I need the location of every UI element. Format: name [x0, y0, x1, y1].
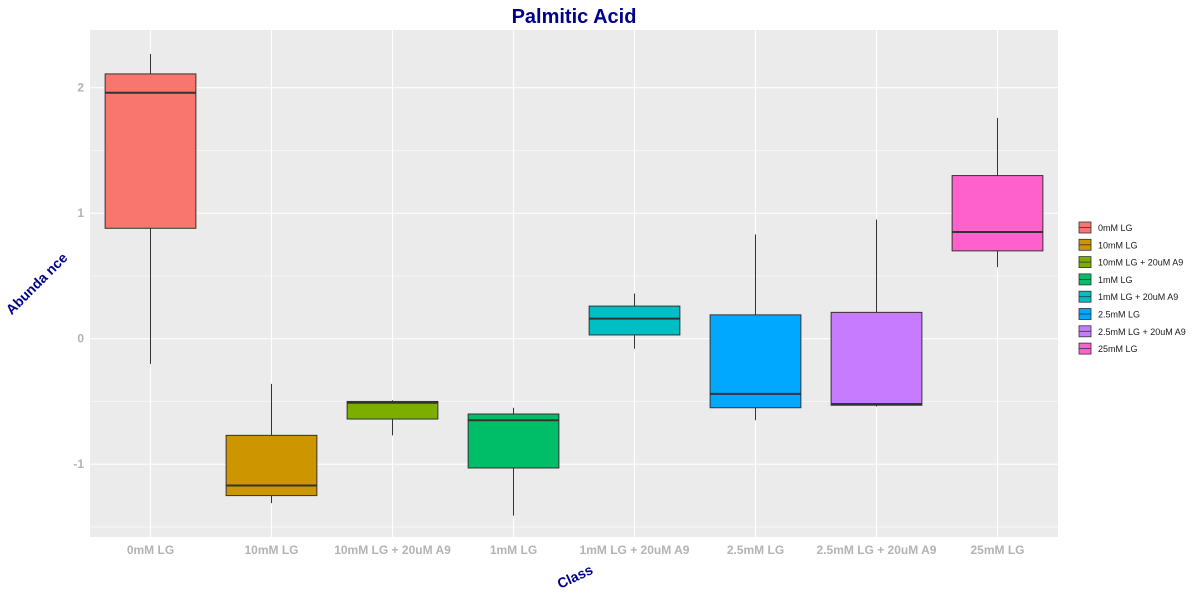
box-series [104, 53, 1044, 516]
x-tick-label: 1mM LG + 20uM A9 [580, 543, 690, 557]
x-tick-label: 2.5mM LG [727, 543, 784, 557]
box-4 [467, 407, 560, 516]
legend-label: 1mM LG + 20uM A9 [1098, 292, 1178, 302]
box-1 [104, 53, 197, 364]
box-body [467, 413, 560, 469]
x-tick-label: 10mM LG [244, 543, 298, 557]
legend-item: 1mM LG [1078, 273, 1133, 286]
box-5 [588, 293, 681, 349]
box-6 [709, 234, 802, 421]
legend-item: 10mM LG + 20uM A9 [1078, 256, 1183, 269]
box-body [104, 73, 197, 229]
legend-label: 25mM LG [1098, 344, 1138, 354]
box-body [588, 305, 681, 336]
legend-item: 1mM LG + 20uM A9 [1078, 290, 1178, 303]
box-body [709, 314, 802, 409]
x-tick-label: 2.5mM LG + 20uM A9 [817, 543, 937, 557]
y-tick-label: 0 [77, 332, 84, 346]
legend-label: 0mM LG [1098, 223, 1133, 233]
legend-item: 0mM LG [1078, 221, 1133, 234]
legend-item: 2.5mM LG [1078, 308, 1140, 320]
x-tick-label: 10mM LG + 20uM A9 [334, 543, 451, 557]
legend-item: 25mM LG [1078, 342, 1138, 355]
box-body [830, 311, 923, 406]
box-8 [951, 117, 1044, 268]
x-tick-label: 25mM LG [970, 543, 1024, 557]
legend: 0mM LG 10mM LG 10mM LG + 20uM A9 1mM LG 1mM … [1078, 221, 1186, 355]
y-tick-labels: -1 0 1 2 [73, 81, 84, 471]
box-7 [830, 219, 923, 407]
box-3 [346, 400, 439, 436]
x-tick-label: 1mM LG [490, 543, 537, 557]
x-tick-labels: 0mM LG 10mM LG 10mM LG + 20uM A9 1mM LG 1mM … [127, 543, 1025, 557]
box-body [951, 175, 1044, 252]
legend-label: 2.5mM LG [1098, 310, 1140, 320]
box-body [225, 434, 318, 497]
legend-label: 1mM LG [1098, 275, 1133, 285]
box-2 [225, 383, 318, 504]
y-tick-label: -1 [73, 457, 84, 471]
legend-label: 10mM LG + 20uM A9 [1098, 258, 1183, 268]
legend-label: 10mM LG [1098, 240, 1138, 250]
legend-item: 10mM LG [1078, 238, 1138, 251]
legend-item: 2.5mM LG + 20uM A9 [1078, 325, 1186, 338]
y-tick-label: 1 [77, 206, 84, 220]
chart-title: Palmitic Acid [512, 6, 637, 28]
y-axis-title: Abunda nce [2, 249, 70, 317]
legend-label: 2.5mM LG + 20uM A9 [1098, 327, 1186, 337]
box-body [346, 400, 439, 420]
x-tick-label: 0mM LG [127, 543, 174, 557]
x-axis-title: Class [555, 561, 596, 591]
y-tick-label: 2 [77, 81, 84, 95]
